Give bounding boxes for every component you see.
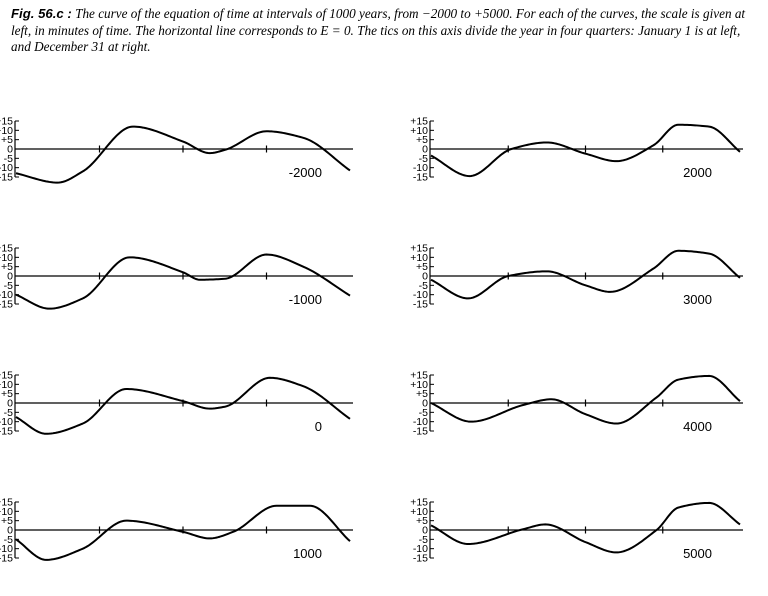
y-tick-label: -15 (413, 172, 428, 184)
y-tick-label: +15 (410, 497, 428, 509)
y-tick-label: +15 (0, 497, 13, 509)
y-tick-label: -15 (413, 299, 428, 311)
y-tick-label: +5 (1, 515, 13, 527)
y-tick-label: +10 (0, 252, 13, 264)
y-tick-label: -10 (413, 416, 428, 428)
y-tick-label: +15 (410, 116, 428, 128)
chart-panel: +15+10+50-5-10-15 -1000 (0, 243, 353, 311)
caption-text: The curve of the equation of time at int… (11, 6, 746, 54)
y-tick-label: +10 (410, 125, 428, 137)
y-tick-label: -10 (413, 289, 428, 301)
y-tick-label: +5 (416, 515, 428, 527)
y-tick-label: -15 (413, 426, 428, 438)
year-label: 5000 (683, 546, 712, 561)
year-label: -2000 (289, 165, 322, 180)
y-tick-label: -10 (413, 162, 428, 174)
y-tick-label: +15 (0, 116, 13, 128)
y-tick-label: -15 (0, 553, 13, 565)
y-tick-label: +15 (0, 243, 13, 255)
y-tick-label: +5 (416, 261, 428, 273)
y-tick-label: -10 (0, 289, 13, 301)
chart-panel: +15+10+50-5-10-15 5000 (410, 497, 743, 565)
chart-panel: +15+10+50-5-10-150 (0, 370, 353, 438)
year-label: -1000 (289, 292, 322, 307)
y-tick-label: +5 (416, 134, 428, 146)
y-tick-label: 0 (422, 398, 428, 410)
equation-of-time-curve (15, 253, 351, 310)
equation-of-time-curve (15, 125, 351, 184)
y-tick-label: -10 (413, 543, 428, 555)
year-label: 4000 (683, 419, 712, 434)
y-tick-label: -5 (4, 280, 13, 292)
chart-panel: +15+10+50-5-10-15 4000 (410, 370, 743, 438)
y-tick-label: -10 (0, 162, 13, 174)
y-tick-label: 0 (7, 144, 13, 156)
year-label: 3000 (683, 292, 712, 307)
y-tick-label: +5 (1, 134, 13, 146)
equation-of-time-curve (15, 376, 351, 435)
y-tick-label: +15 (0, 370, 13, 382)
y-tick-label: -15 (0, 426, 13, 438)
y-tick-label: +10 (410, 506, 428, 518)
equation-of-time-curve (430, 501, 741, 554)
y-tick-label: -5 (419, 407, 428, 419)
y-tick-label: +5 (1, 261, 13, 273)
y-tick-label: -10 (0, 416, 13, 428)
y-tick-label: -5 (419, 534, 428, 546)
y-tick-label: 0 (7, 271, 13, 283)
y-tick-label: +5 (1, 388, 13, 400)
chart-panel: +15+10+50-5-10-15 2000 (410, 116, 743, 184)
equation-of-time-curve (15, 504, 351, 561)
y-tick-label: -10 (0, 543, 13, 555)
y-tick-label: 0 (422, 144, 428, 156)
y-tick-label: 0 (422, 271, 428, 283)
chart-panel: +15+10+50-5-10-15 1000 (0, 497, 353, 565)
y-tick-label: +5 (416, 388, 428, 400)
equation-of-time-curve (430, 123, 741, 178)
y-tick-label: -5 (4, 153, 13, 165)
y-tick-label: +15 (410, 243, 428, 255)
y-tick-label: -15 (413, 553, 428, 565)
y-tick-label: -5 (4, 407, 13, 419)
y-tick-label: 0 (422, 525, 428, 537)
y-tick-label: +10 (410, 379, 428, 391)
y-tick-label: +10 (0, 125, 13, 137)
year-label: 0 (315, 419, 322, 434)
figure-caption: Fig. 56.c : The curve of the equation of… (11, 6, 761, 56)
y-tick-label: 0 (7, 525, 13, 537)
year-label: 1000 (293, 546, 322, 561)
y-tick-label: -5 (419, 280, 428, 292)
y-tick-label: +10 (0, 506, 13, 518)
equation-of-time-curve (430, 249, 741, 300)
y-tick-label: +15 (410, 370, 428, 382)
year-label: 2000 (683, 165, 712, 180)
y-tick-label: -15 (0, 299, 13, 311)
equation-of-time-curve (430, 374, 741, 425)
y-tick-label: +10 (0, 379, 13, 391)
y-tick-label: 0 (7, 398, 13, 410)
chart-panel: +15+10+50-5-10-15 3000 (410, 243, 743, 311)
y-tick-label: +10 (410, 252, 428, 264)
figure-label: Fig. 56.c : (11, 6, 72, 21)
y-tick-label: -15 (0, 172, 13, 184)
y-tick-label: -5 (419, 153, 428, 165)
y-tick-label: -5 (4, 534, 13, 546)
chart-panel: +15+10+50-5-10-15 -2000 (0, 116, 353, 184)
